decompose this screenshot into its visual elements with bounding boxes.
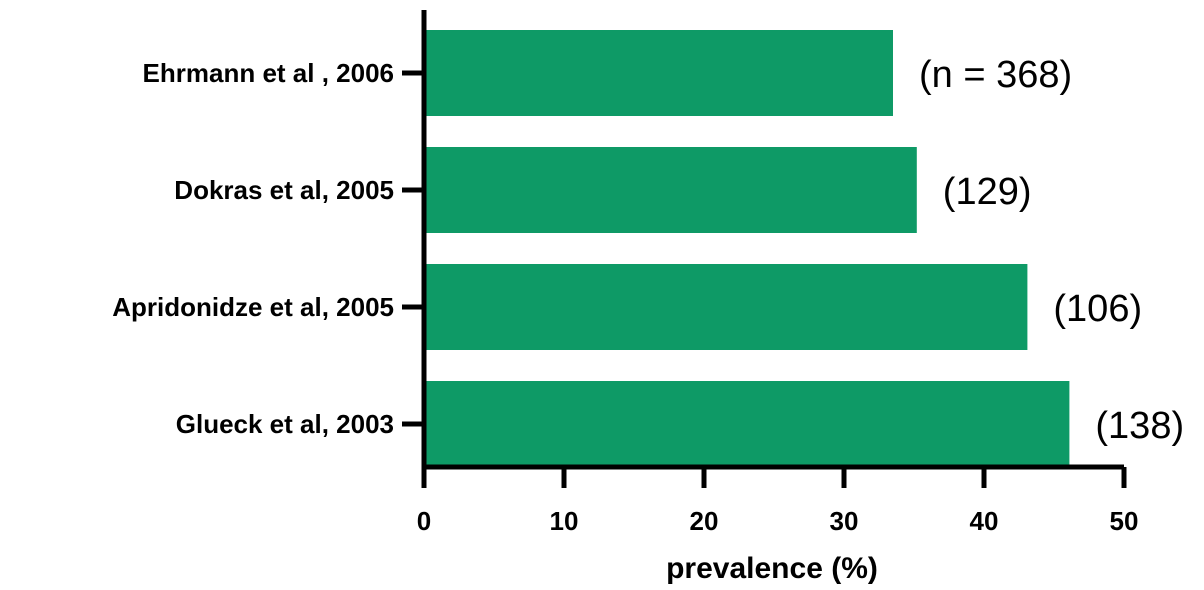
bar bbox=[424, 264, 1028, 350]
x-tick-label: 10 bbox=[550, 506, 579, 536]
x-tick-label: 0 bbox=[417, 506, 431, 536]
bar bbox=[424, 147, 917, 233]
x-tick-label: 20 bbox=[690, 506, 719, 536]
y-tick-marks-group bbox=[402, 70, 424, 427]
x-tick-label: 50 bbox=[1110, 506, 1139, 536]
bar-data-label: (106) bbox=[1053, 288, 1142, 330]
category-label: Glueck et al, 2003 bbox=[176, 409, 394, 439]
bar bbox=[424, 30, 893, 116]
category-label: Ehrmann et al , 2006 bbox=[143, 58, 394, 88]
bar-data-label: (n = 368) bbox=[919, 54, 1072, 96]
category-labels-group: Ehrmann et al , 2006 Dokras et al, 2005 Ap… bbox=[112, 58, 394, 439]
category-label: Dokras et al, 2005 bbox=[174, 175, 394, 205]
x-tick-label: 30 bbox=[830, 506, 859, 536]
x-ticks-group: 0 10 20 30 40 50 bbox=[417, 467, 1139, 536]
bar-data-label: (129) bbox=[943, 171, 1032, 213]
bars-group bbox=[424, 30, 1070, 467]
bar-data-label: (138) bbox=[1095, 405, 1184, 447]
bar bbox=[424, 381, 1070, 467]
data-labels-group: (n = 368) (129) (106) (138) bbox=[919, 54, 1184, 447]
x-tick-label: 40 bbox=[970, 506, 999, 536]
x-axis-title: prevalence (%) bbox=[666, 552, 878, 585]
category-label: Apridonidze et al, 2005 bbox=[112, 292, 394, 322]
